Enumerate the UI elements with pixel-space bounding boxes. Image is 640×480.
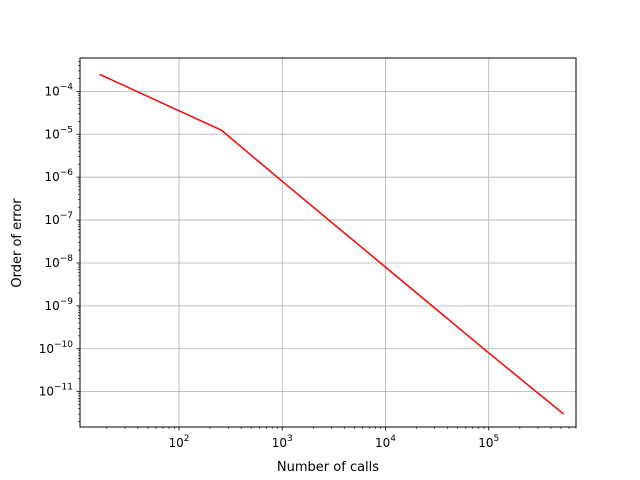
y-tick-label: 10−7 [44,211,73,227]
y-tick-exponent: −9 [60,297,74,307]
y-tick-base: 10 [44,170,59,184]
x-tick-label: 105 [478,434,499,450]
y-tick-label: 10−8 [44,254,73,270]
y-tick-label: 10−5 [44,125,73,141]
x-tick-label: 104 [375,434,396,450]
error-series-line [99,73,565,415]
y-tick-base: 10 [44,299,59,313]
y-tick-exponent: −11 [54,383,73,393]
y-tick-label: 10−11 [39,383,73,399]
x-tick-base: 10 [168,436,183,450]
x-tick-label: 102 [168,434,189,450]
y-tick-base: 10 [44,127,59,141]
x-tick-exponent: 2 [184,434,190,444]
y-tick-base: 10 [39,342,54,356]
y-tick-exponent: −10 [54,340,73,350]
y-tick-label: 10−9 [44,297,73,313]
x-tick-base: 10 [375,436,390,450]
grid-lines [80,58,576,427]
y-tick-exponent: −8 [60,254,74,264]
y-tick-label: 10−6 [44,168,73,184]
major-ticks [76,90,490,431]
y-tick-exponent: −7 [60,211,73,221]
x-tick-base: 10 [272,436,287,450]
y-tick-exponent: −5 [60,125,73,135]
y-tick-exponent: −4 [60,82,74,92]
x-tick-exponent: 5 [494,434,500,444]
y-tick-base: 10 [39,385,54,399]
y-tick-exponent: −6 [60,168,74,178]
y-tick-label: 10−10 [39,340,74,356]
series-layer [99,73,565,415]
x-tick-label: 103 [272,434,293,450]
x-tick-exponent: 4 [390,434,396,444]
y-tick-base: 10 [44,84,59,98]
x-tick-base: 10 [478,436,493,450]
x-tick-labels: 102 103 104 105 [168,434,499,450]
x-tick-exponent: 3 [287,434,293,444]
y-axis-label: Order of error [10,198,25,288]
y-tick-label: 10−4 [44,82,73,98]
y-tick-base: 10 [44,256,59,270]
plot-frame [79,57,577,428]
y-tick-base: 10 [44,213,59,227]
x-axis-label: Number of calls [277,460,379,475]
